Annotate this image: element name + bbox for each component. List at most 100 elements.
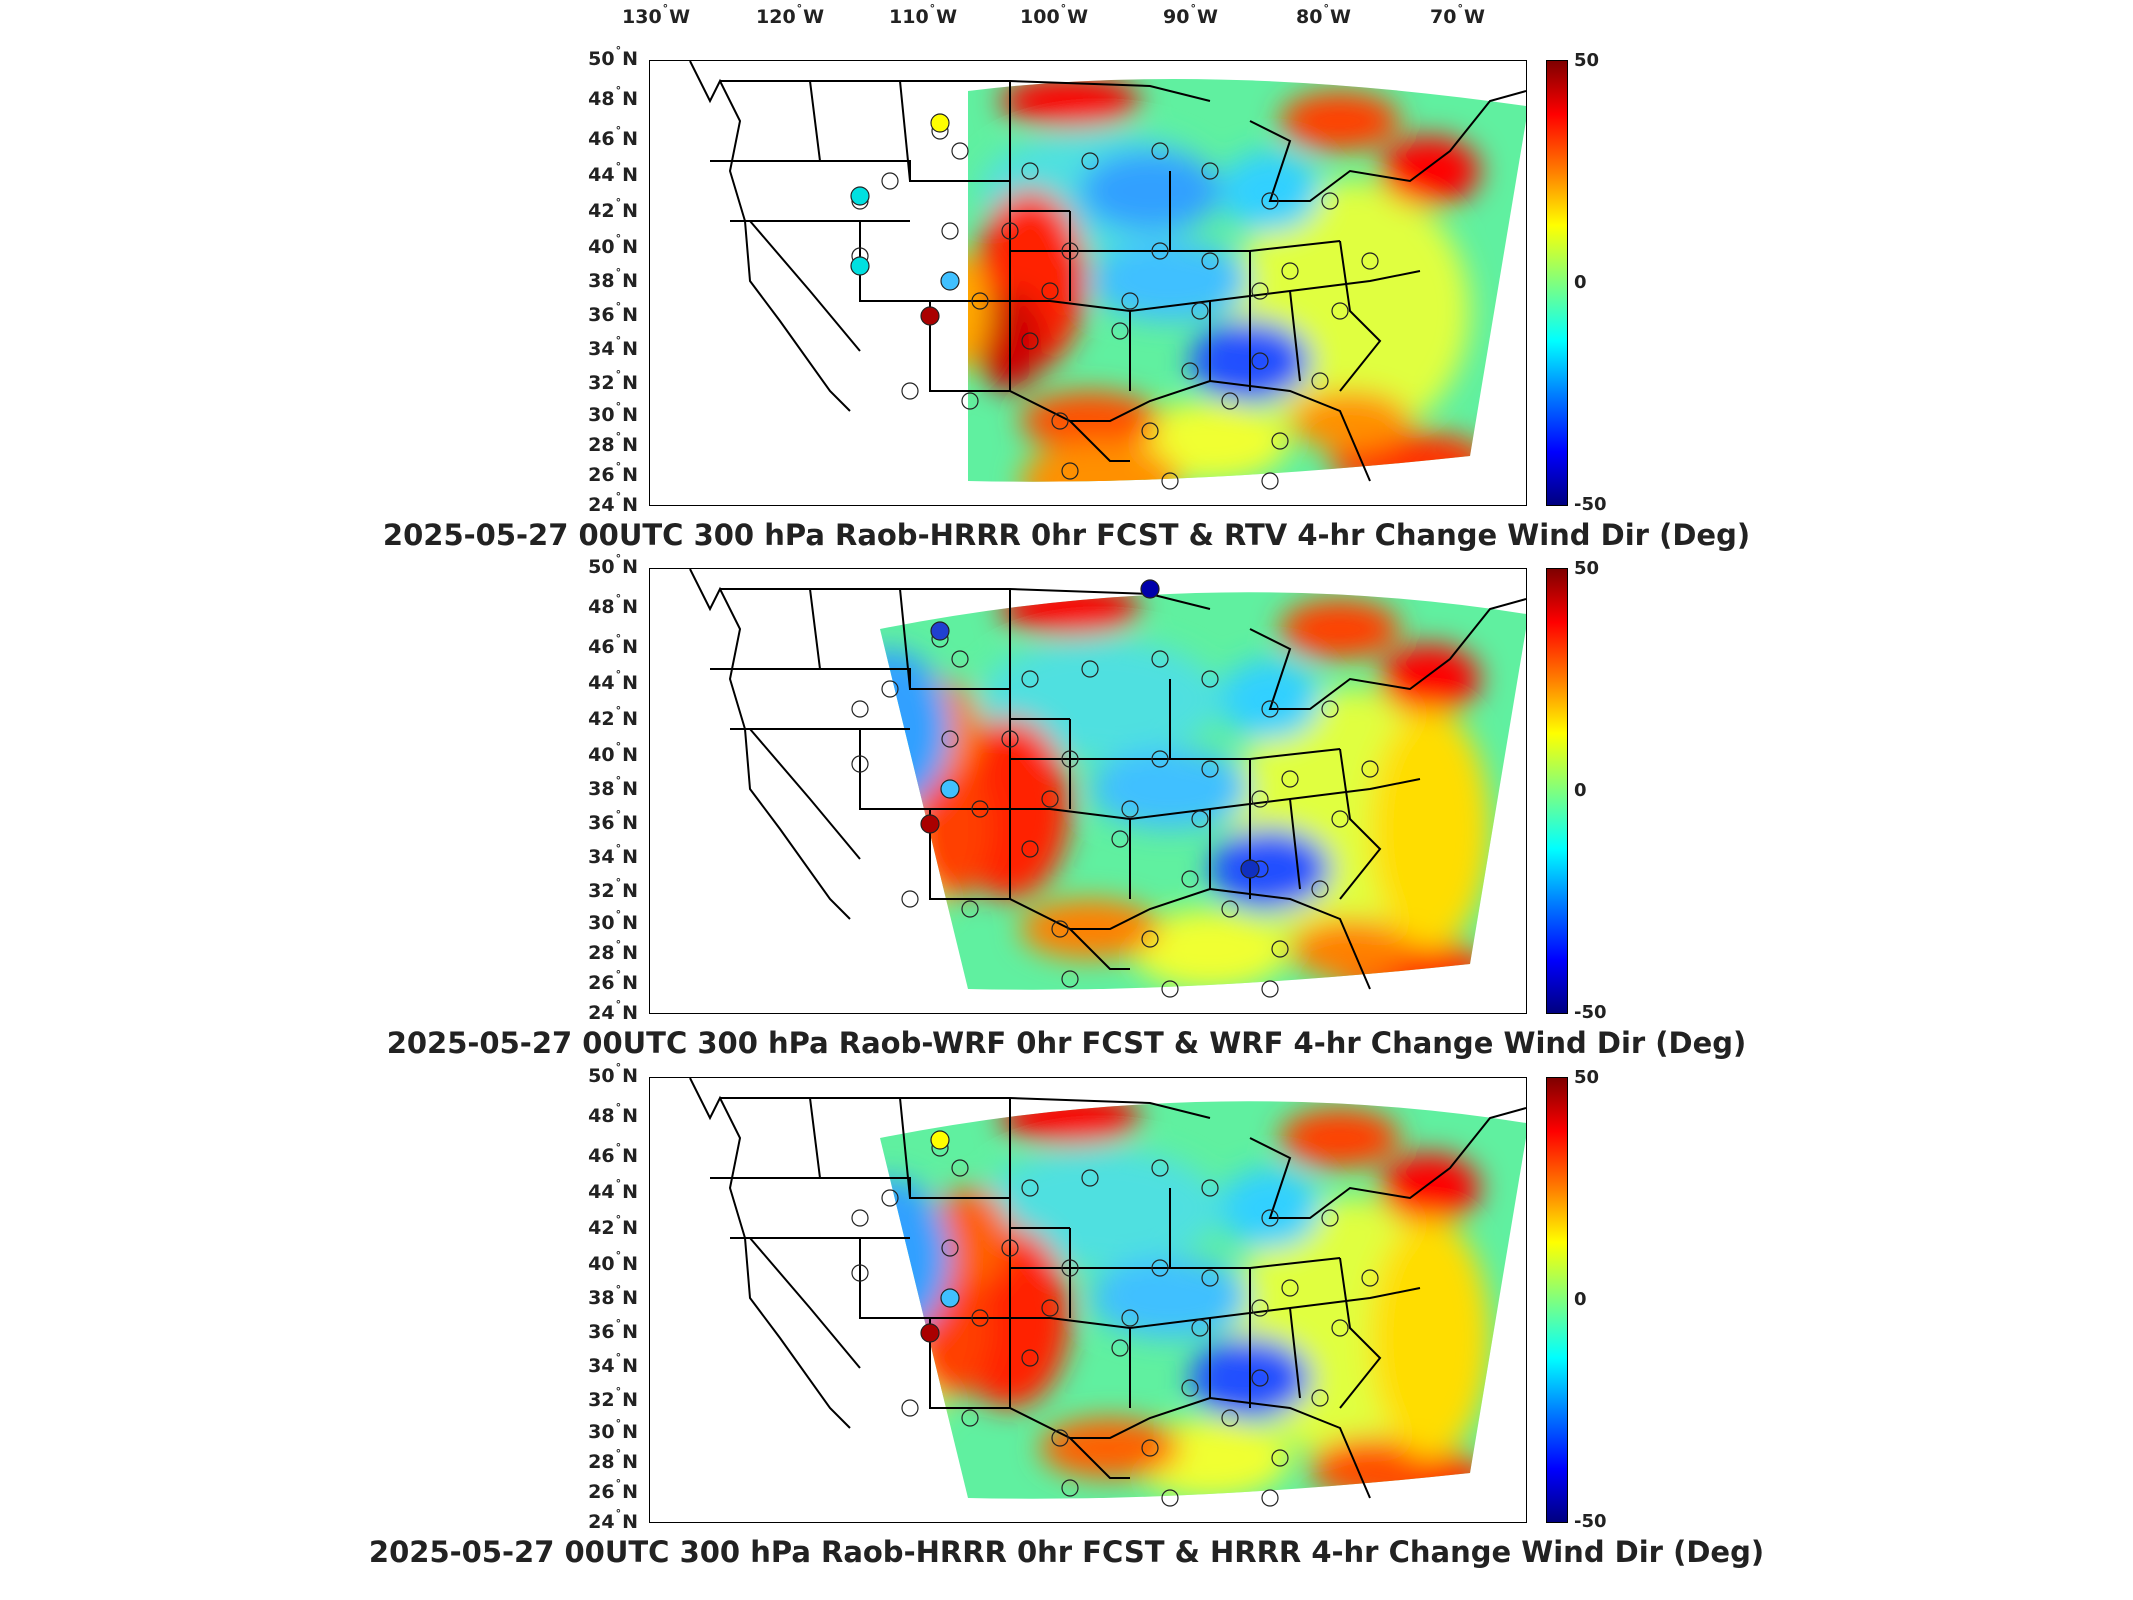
raob-station-marker bbox=[1081, 152, 1099, 170]
raob-station-marker bbox=[1311, 880, 1329, 898]
raob-station-marker bbox=[1331, 1319, 1349, 1337]
lat-label: 42°N bbox=[588, 704, 638, 730]
raob-station-marker bbox=[1081, 660, 1099, 678]
field-anomaly bbox=[1370, 709, 1490, 949]
raob-station-marker bbox=[1041, 1299, 1059, 1317]
raob-station-marker bbox=[941, 1239, 959, 1257]
raob-station-marker bbox=[1361, 760, 1379, 778]
panel-1: 50°N 48°N 46°N 44°N 42°N 40°N 38°N 36°N 34°N 32°N… bbox=[0, 44, 2133, 560]
raob-station-marker bbox=[1021, 840, 1039, 858]
raob-station-marker bbox=[851, 1264, 869, 1282]
raob-station-marker bbox=[1111, 1339, 1129, 1357]
field-anomaly bbox=[930, 1188, 1010, 1288]
lat-label: 50°N bbox=[588, 44, 638, 70]
boundary-line bbox=[1009, 81, 1341, 361]
lon-label-80w: 80°W bbox=[1296, 2, 1351, 28]
panel-3: 50°N 48°N 46°N 44°N 42°N 40°N 38°N 36°N 34°N 32°N… bbox=[0, 1061, 2133, 1577]
boundary-lines bbox=[689, 569, 1526, 990]
lat-label: 26°N bbox=[588, 1477, 638, 1503]
boundary-line bbox=[859, 1238, 1011, 1409]
raob-stations bbox=[850, 113, 1379, 490]
lat-label: 40°N bbox=[588, 1249, 638, 1275]
raob-station-marker bbox=[1311, 372, 1329, 390]
raob-station-marker bbox=[1191, 302, 1209, 320]
boundary-line bbox=[1009, 1098, 1341, 1378]
raob-station-marker bbox=[941, 730, 959, 748]
raob-station-marker bbox=[1021, 1179, 1039, 1197]
raob-station-marker bbox=[1021, 162, 1039, 180]
raob-station-marker-filled bbox=[850, 256, 870, 276]
boundary-line bbox=[1069, 928, 1130, 970]
raob-station-marker bbox=[1281, 1279, 1299, 1297]
lat-label: 32°N bbox=[588, 876, 638, 902]
boundary-line bbox=[710, 160, 1070, 212]
raob-station-marker bbox=[1311, 1389, 1329, 1407]
lon-label-130w: 130°W bbox=[622, 2, 691, 28]
boundary-line bbox=[689, 569, 851, 920]
boundary-line bbox=[730, 80, 911, 352]
lat-label: 28°N bbox=[588, 1447, 638, 1473]
raob-station-marker-filled bbox=[1140, 579, 1160, 599]
colorbar-min-label: -50 bbox=[1574, 1002, 1607, 1023]
raob-station-marker bbox=[1151, 142, 1169, 160]
boundary-line bbox=[1339, 240, 1382, 392]
raob-station-marker bbox=[1331, 810, 1349, 828]
lat-label: 44°N bbox=[588, 160, 638, 186]
boundary-line bbox=[1339, 748, 1382, 900]
raob-station-marker bbox=[1021, 670, 1039, 688]
raob-station-marker bbox=[881, 1189, 899, 1207]
boundary-line bbox=[1009, 1396, 1371, 1499]
raob-station-marker bbox=[1051, 920, 1069, 938]
panel-title: 2025-05-27 00UTC 300 hPa Raob-WRF 0hr FC… bbox=[386, 1026, 1747, 1060]
raob-station-marker bbox=[1251, 282, 1269, 300]
raob-station-marker-filled bbox=[940, 1288, 960, 1308]
raob-station-marker bbox=[1061, 1259, 1079, 1277]
boundary-lines bbox=[689, 61, 1526, 482]
lat-label: 36°N bbox=[588, 300, 638, 326]
map-frame bbox=[649, 568, 1527, 1014]
raob-station-marker bbox=[1271, 940, 1289, 958]
lat-label: 28°N bbox=[588, 430, 638, 456]
raob-station-marker bbox=[1261, 1209, 1279, 1227]
raob-station-marker-filled bbox=[920, 306, 940, 326]
colorbar-mid-label: 0 bbox=[1574, 272, 1587, 293]
boundary-line bbox=[710, 668, 1070, 720]
raob-station-marker bbox=[1121, 292, 1139, 310]
lat-label: 34°N bbox=[588, 842, 638, 868]
colorbar-max-label: 50 bbox=[1574, 50, 1600, 71]
field-anomaly bbox=[1040, 1418, 1180, 1478]
raob-station-marker bbox=[1271, 432, 1289, 450]
raob-station-marker bbox=[1201, 252, 1219, 270]
lat-label: 46°N bbox=[588, 1141, 638, 1167]
lat-label: 38°N bbox=[588, 1283, 638, 1309]
boundary-lines bbox=[689, 1078, 1526, 1499]
raob-station-marker bbox=[901, 382, 919, 400]
field-anomaly bbox=[1280, 599, 1400, 659]
boundary-line bbox=[730, 1097, 911, 1369]
raob-station-marker bbox=[1181, 870, 1199, 888]
raob-station-marker bbox=[1061, 1479, 1079, 1497]
raob-station-marker-filled bbox=[920, 1323, 940, 1343]
boundary-line bbox=[689, 1078, 851, 1429]
colorbar bbox=[1546, 568, 1568, 1014]
raob-station-marker bbox=[851, 700, 869, 718]
lat-label: 30°N bbox=[588, 908, 638, 934]
raob-station-marker bbox=[1201, 162, 1219, 180]
raob-station-marker bbox=[1161, 472, 1179, 490]
raob-station-marker bbox=[1051, 412, 1069, 430]
raob-station-marker bbox=[1331, 302, 1349, 320]
lat-label: 34°N bbox=[588, 1351, 638, 1377]
raob-station-marker bbox=[1051, 1429, 1069, 1447]
field-patch bbox=[980, 1148, 1220, 1268]
raob-station-marker bbox=[1181, 362, 1199, 380]
raob-station-marker bbox=[1141, 422, 1159, 440]
lat-label: 24°N bbox=[588, 998, 638, 1024]
boundary-line bbox=[859, 221, 1011, 392]
lat-label: 30°N bbox=[588, 1417, 638, 1443]
lat-label: 38°N bbox=[588, 774, 638, 800]
raob-station-marker bbox=[971, 292, 989, 310]
lat-label: 30°N bbox=[588, 400, 638, 426]
boundary-line bbox=[1339, 1257, 1382, 1409]
lat-label: 46°N bbox=[588, 124, 638, 150]
raob-station-marker bbox=[1151, 1159, 1169, 1177]
